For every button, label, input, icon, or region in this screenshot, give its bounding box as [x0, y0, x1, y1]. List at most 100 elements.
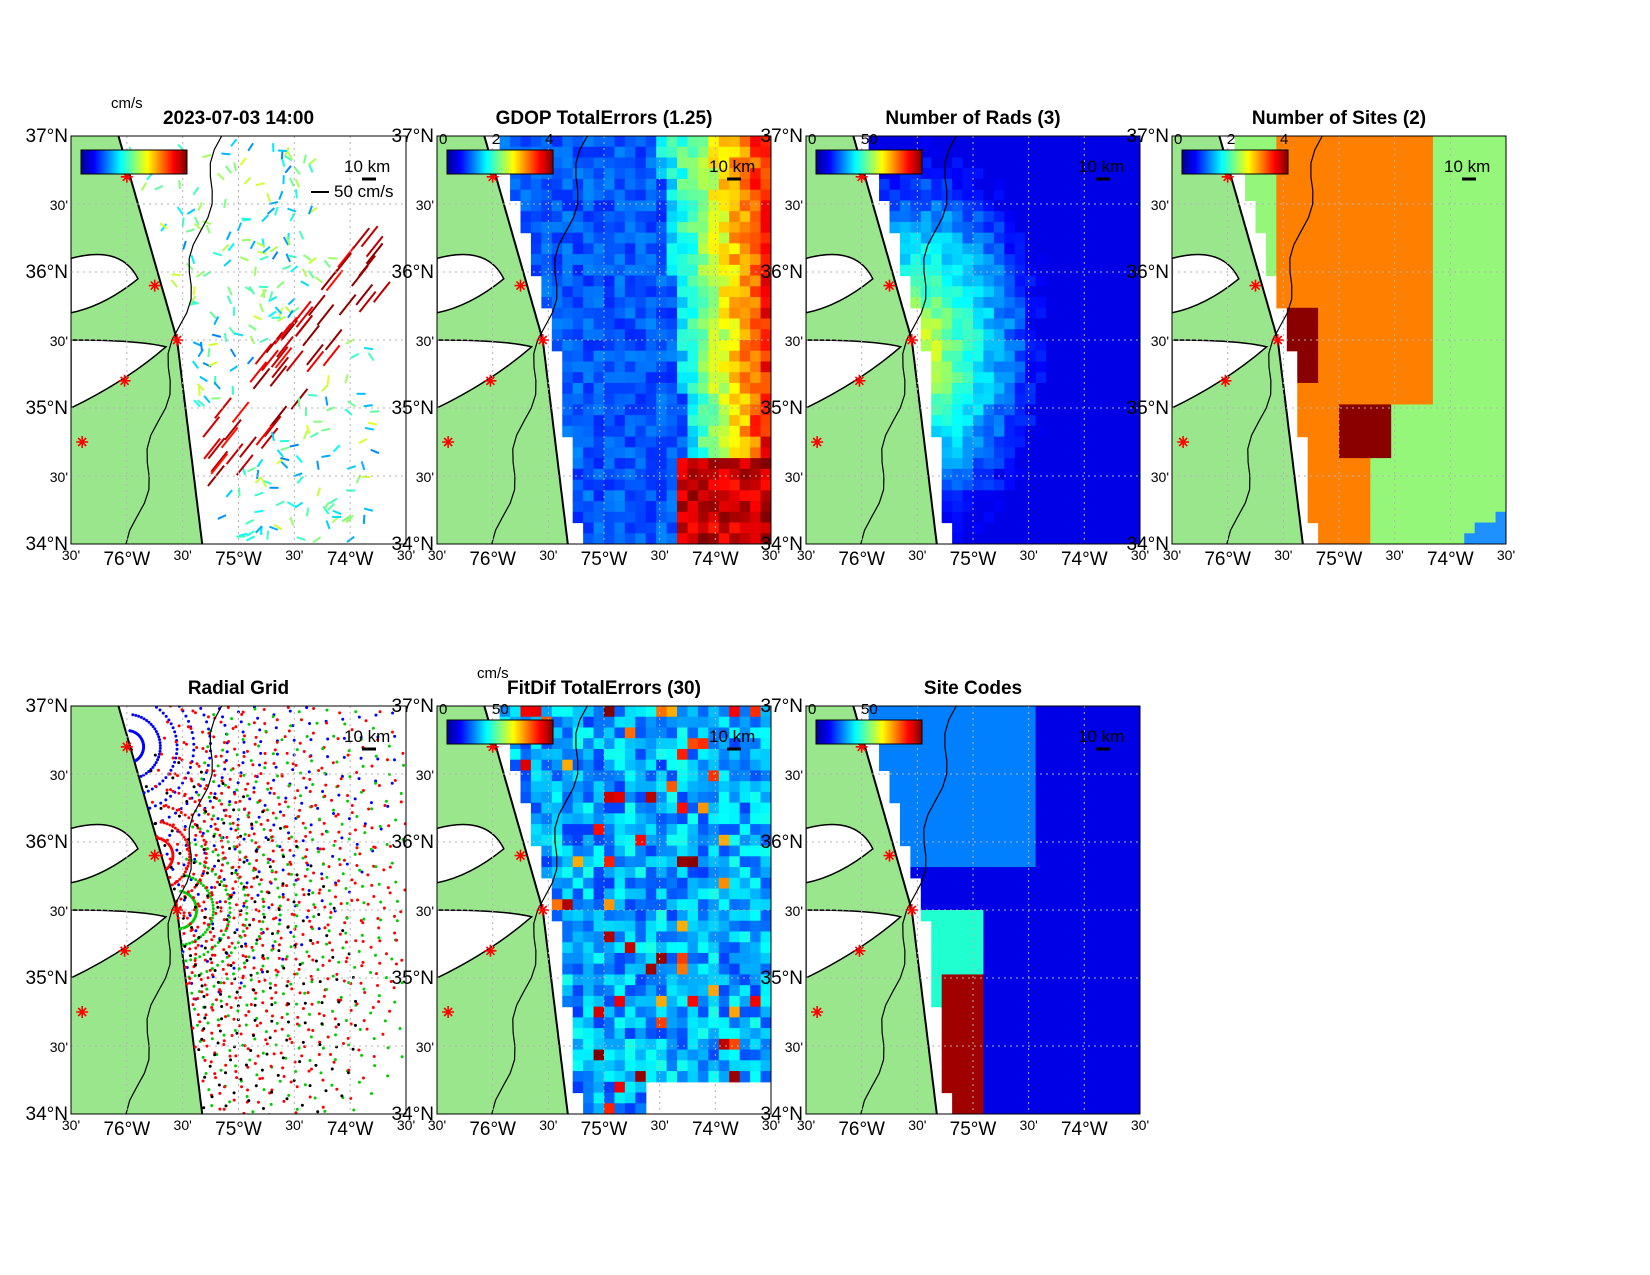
vector — [253, 314, 263, 321]
field-cell — [718, 415, 730, 427]
grid-point — [164, 803, 168, 807]
grid-point — [171, 726, 175, 730]
grid-point — [182, 898, 186, 902]
field-cell — [614, 157, 626, 169]
field-cell — [1443, 436, 1455, 448]
field-cell — [1307, 297, 1319, 309]
field-cell — [656, 307, 668, 320]
field-cell — [983, 468, 995, 481]
grid-point — [298, 741, 302, 745]
grid-point — [193, 963, 197, 967]
field-cell — [1014, 136, 1026, 148]
vector — [287, 254, 297, 259]
field-cell — [1056, 468, 1068, 481]
colorbar — [80, 149, 188, 175]
field-cell — [920, 189, 932, 202]
field-cell — [1035, 372, 1047, 384]
grid-point — [226, 861, 230, 865]
vector — [296, 475, 304, 484]
field-cell — [1108, 350, 1120, 363]
field-cell — [645, 436, 657, 448]
vector — [289, 443, 299, 448]
grid-point — [300, 1103, 304, 1107]
field-cell — [708, 479, 720, 491]
grid-point — [424, 1014, 427, 1017]
field-cell — [635, 264, 647, 277]
field-cell — [1025, 490, 1037, 502]
field-cell — [1129, 415, 1140, 427]
grid-point — [335, 611, 338, 614]
field-cell — [1014, 221, 1026, 234]
field-cell — [1401, 415, 1413, 427]
grid-point — [216, 764, 220, 768]
field-cell — [1297, 425, 1309, 438]
grid-point — [202, 921, 206, 925]
field-cell — [624, 501, 636, 513]
grid-point — [282, 1075, 286, 1079]
field-cell — [1035, 297, 1047, 309]
field-cell — [1265, 136, 1277, 148]
field-cell — [697, 243, 709, 255]
grid-point — [350, 811, 354, 815]
field-cell — [1318, 511, 1330, 524]
field-cell — [1025, 415, 1037, 427]
field-cell — [1046, 178, 1058, 191]
field-cell — [899, 221, 911, 234]
field-cell — [1255, 136, 1267, 148]
grid-point — [228, 800, 232, 804]
field-cell — [1349, 200, 1361, 212]
field-cell — [1401, 297, 1413, 309]
field-cell — [910, 136, 922, 148]
field-cell — [1098, 286, 1110, 298]
field-cell — [941, 340, 953, 352]
field-cell — [718, 307, 730, 320]
field-cell — [1432, 318, 1444, 330]
vector — [202, 153, 212, 159]
axes-frame — [70, 135, 407, 545]
field-cell — [1087, 318, 1099, 330]
grid-point — [270, 869, 274, 873]
field-cell — [697, 318, 709, 330]
grid-point — [202, 847, 206, 851]
field-cell — [1129, 458, 1140, 470]
grid-point — [278, 810, 282, 814]
grid-point — [228, 1054, 232, 1058]
x-tick-label: 75°W — [215, 549, 262, 570]
field-cell — [1443, 232, 1455, 244]
grid-point — [222, 821, 226, 825]
grid-point — [176, 842, 180, 846]
field-cell — [604, 479, 616, 491]
field-cell — [708, 307, 720, 320]
grid-point — [320, 832, 324, 836]
grid-point — [190, 971, 194, 975]
field-cell — [572, 511, 584, 524]
field-cell — [1432, 340, 1444, 352]
vector — [324, 396, 329, 406]
field-cell — [1422, 232, 1434, 244]
grid-point — [205, 889, 209, 893]
field-cell — [677, 436, 689, 448]
grid-point — [175, 572, 178, 575]
grid-point — [295, 588, 298, 591]
field-cell — [993, 361, 1005, 373]
vector — [207, 348, 211, 358]
grid-point — [252, 956, 256, 960]
vector — [358, 291, 377, 313]
grid-point — [185, 857, 189, 861]
field-cell — [1014, 232, 1026, 244]
field-cell — [1443, 479, 1455, 491]
field-cell — [1318, 522, 1330, 534]
field-cell — [1077, 146, 1089, 159]
grid-point — [270, 1014, 274, 1018]
field-cell — [708, 157, 720, 169]
field-cell — [1025, 404, 1037, 416]
field-cell — [910, 297, 922, 309]
field-cell — [1035, 254, 1047, 266]
field-cell — [635, 211, 647, 223]
field-cell — [1119, 340, 1131, 352]
field-cell — [1495, 458, 1506, 470]
field-cell — [677, 479, 689, 491]
isobath-contour — [1226, 136, 1324, 544]
field-cell — [718, 361, 730, 373]
field-cell — [656, 275, 668, 287]
